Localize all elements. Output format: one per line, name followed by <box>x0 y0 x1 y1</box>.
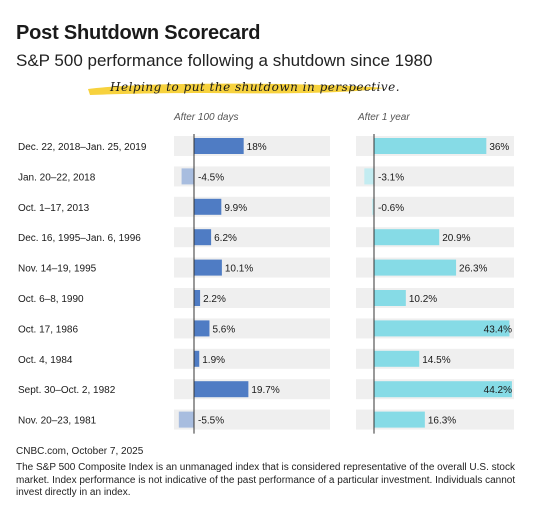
bar-100d <box>194 229 212 246</box>
data-label: 19.7% <box>251 385 279 396</box>
series-header-100d: After 100 days <box>173 112 238 123</box>
page-title: Post Shutdown Scorecard <box>16 22 261 44</box>
bar-1y <box>374 350 420 367</box>
bar-track-100d-6 <box>174 318 330 339</box>
bar-track-1y-1 <box>356 166 514 187</box>
data-label: 44.2% <box>484 385 512 396</box>
bar-track-1y-2 <box>356 196 514 217</box>
bar-1y <box>374 411 425 428</box>
data-label: -5.5% <box>198 416 224 427</box>
data-label: 26.3% <box>459 264 487 275</box>
data-label: 36% <box>489 142 509 153</box>
bar-1y <box>372 198 374 215</box>
category-label: Nov. 14–19, 1995 <box>18 264 97 275</box>
data-label: 1.9% <box>202 355 225 366</box>
category-label: Dec. 22, 2018–Jan. 25, 2019 <box>18 142 147 153</box>
data-label: 10.2% <box>409 294 437 305</box>
data-label: 16.3% <box>428 416 456 427</box>
bar-track-100d-1 <box>174 166 330 187</box>
data-label: -0.6% <box>378 203 404 214</box>
bar-100d <box>194 350 200 367</box>
category-label: Dec. 16, 1995–Jan. 6, 1996 <box>18 233 141 244</box>
data-label: 6.2% <box>214 233 237 244</box>
bar-1y <box>374 138 487 154</box>
data-label: 9.9% <box>224 203 247 214</box>
bar-1y <box>374 229 440 246</box>
category-label: Sept. 30–Oct. 2, 1982 <box>18 385 116 396</box>
category-label: Oct. 6–8, 1990 <box>18 294 84 305</box>
page-subtitle: S&P 500 performance following a shutdown… <box>16 51 433 70</box>
bar-track-100d-9 <box>174 409 330 430</box>
bar-100d <box>194 138 244 154</box>
category-label: Jan. 20–22, 2018 <box>18 172 96 183</box>
category-label: Oct. 1–17, 2013 <box>18 203 90 214</box>
category-label: Oct. 17, 1986 <box>18 324 78 335</box>
bar-1y <box>374 381 512 398</box>
bar-1y <box>374 259 457 276</box>
data-label: -3.1% <box>378 172 404 183</box>
bar-track-100d-3 <box>174 227 330 248</box>
data-label: 5.6% <box>212 324 235 335</box>
bar-100d <box>194 381 249 398</box>
bar-100d <box>181 168 194 185</box>
bar-1y <box>364 168 374 185</box>
data-label: 2.2% <box>203 294 226 305</box>
category-label: Oct. 4, 1984 <box>18 355 73 366</box>
bar-100d <box>178 411 194 428</box>
data-label: 14.5% <box>422 355 450 366</box>
data-label: 10.1% <box>225 264 253 275</box>
bar-track-100d-5 <box>174 288 330 308</box>
source-note: CNBC.com, October 7, 2025 <box>16 446 144 457</box>
series-header-1y: After 1 year <box>357 112 410 123</box>
bar-100d <box>194 259 222 276</box>
data-label: 18% <box>247 142 267 153</box>
bar-1y <box>374 320 510 337</box>
bar-1y <box>374 290 406 306</box>
tagline-banner: Helping to put the shutdown in perspecti… <box>86 77 400 97</box>
data-label: -4.5% <box>198 172 224 183</box>
disclaimer-note: The S&P 500 Composite Index is an unmana… <box>16 462 516 498</box>
highlighter-stroke-icon <box>88 83 384 95</box>
scorecard-chart: Dec. 22, 2018–Jan. 25, 2019 Jan. 20–22, 2… <box>18 112 514 434</box>
bar-100d <box>194 320 210 337</box>
category-label: Nov. 20–23, 1981 <box>18 416 97 427</box>
data-label: 20.9% <box>442 233 470 244</box>
bar-track-100d-7 <box>174 348 330 369</box>
bar-100d <box>194 290 201 306</box>
data-label: 43.4% <box>484 324 512 335</box>
bar-100d <box>194 198 222 215</box>
tagline-text: Helping to put the shutdown in perspecti… <box>110 80 401 94</box>
